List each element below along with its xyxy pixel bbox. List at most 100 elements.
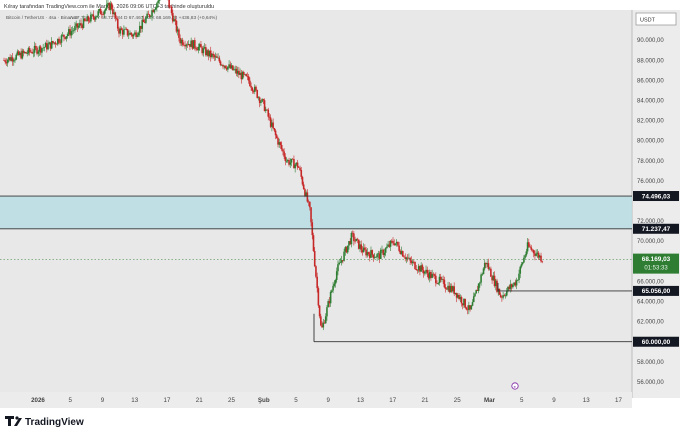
candle-body (183, 44, 185, 46)
symbol-line[interactable]: Bitcoin / TetherUS · 4sa · Binance (6, 15, 78, 21)
level-price-tag (633, 285, 679, 296)
candle-body (91, 14, 93, 16)
candle-body (175, 20, 178, 32)
candle-body (450, 286, 453, 292)
candle-body (59, 42, 62, 44)
currency-button[interactable] (635, 12, 677, 26)
candle-body (354, 241, 356, 242)
time-tick-label: Şub (258, 397, 270, 404)
candle-body (350, 232, 353, 245)
candle-body (496, 280, 498, 292)
candle-body (127, 34, 130, 36)
candle-body (30, 51, 32, 53)
candle-body (148, 14, 151, 17)
candle-body (337, 264, 339, 272)
candle-body (263, 100, 266, 112)
candle-body (220, 65, 223, 66)
candle-body (302, 184, 305, 190)
candle-body (452, 286, 454, 292)
candle-body (154, 7, 157, 10)
candle-body (26, 53, 29, 55)
candle-body (200, 44, 202, 48)
candle-body (317, 288, 320, 306)
candle-body (93, 17, 96, 20)
candle-body (27, 48, 30, 54)
candle-body (361, 249, 364, 253)
candle-body (508, 286, 511, 289)
candle-body (72, 30, 75, 31)
candle-body (231, 65, 234, 71)
candle-body (370, 250, 372, 258)
candle-body (39, 46, 42, 53)
candle-body (38, 46, 41, 52)
candle-body (140, 25, 142, 29)
candle-body (426, 269, 429, 274)
candle-body (381, 249, 383, 251)
candle-body (531, 249, 534, 251)
candle-body (98, 8, 101, 12)
price-tick-label: 66.000,00 (637, 279, 664, 285)
candle-body (187, 44, 190, 46)
candle-body (468, 305, 470, 310)
candle-body (249, 80, 251, 87)
price-tick-label: 70.000,00 (637, 239, 664, 245)
candle-body (186, 44, 189, 46)
candle-body (366, 252, 369, 256)
candle-body (136, 35, 139, 37)
event-marker-icon[interactable] (511, 382, 519, 390)
price-tick-label: 82.000,00 (637, 119, 664, 125)
candle-body (439, 276, 442, 280)
tradingview-logo: TradingView (5, 416, 84, 428)
candle-body (269, 117, 272, 127)
candle-body (360, 244, 363, 250)
candle-body (82, 18, 85, 28)
candle-body (377, 253, 380, 255)
candle-body (404, 257, 407, 259)
candle-body (355, 238, 358, 242)
candle-body (92, 14, 95, 18)
candle-body (235, 68, 238, 74)
candle-body (444, 287, 447, 289)
resistance-zone[interactable] (0, 196, 632, 229)
candle-body (346, 245, 349, 253)
candle-body (252, 90, 255, 92)
candle-body (349, 241, 351, 245)
candle-body (213, 55, 216, 58)
candle-body (4, 60, 7, 63)
price-tick-label: 78.000,00 (637, 159, 664, 165)
time-axis[interactable] (0, 392, 632, 408)
candle-body (112, 9, 114, 15)
candle-body (499, 294, 502, 297)
candle-body (35, 45, 37, 48)
candle-body (181, 39, 184, 45)
candle-body (494, 280, 497, 287)
candle-body (340, 260, 343, 263)
currency-label: USDT (640, 18, 656, 24)
time-tick-label: 9 (327, 397, 331, 404)
candle-body (298, 167, 300, 168)
candle-body (63, 34, 65, 38)
candle-body (309, 201, 311, 208)
candle-body (443, 279, 446, 288)
candle-body (267, 109, 270, 117)
candle-body (461, 303, 464, 306)
candle-body (21, 50, 24, 59)
candle-body (88, 20, 91, 22)
candle-body (277, 138, 279, 145)
candle-body (153, 9, 156, 13)
candle-body (362, 247, 365, 253)
candle-body (338, 262, 340, 265)
candle-body (397, 241, 399, 246)
svg-text:e: e (514, 384, 517, 389)
candle-body (527, 242, 530, 247)
candle-body (375, 257, 377, 258)
candle-body (102, 14, 104, 15)
candle-body (108, 2, 111, 10)
price-axis[interactable] (632, 10, 680, 398)
candle-body (209, 50, 212, 58)
price-tick-label: 80.000,00 (637, 139, 664, 145)
candle-body (540, 255, 542, 262)
candle-body (44, 43, 47, 48)
candle-body (526, 242, 529, 252)
candle-body (365, 249, 367, 256)
